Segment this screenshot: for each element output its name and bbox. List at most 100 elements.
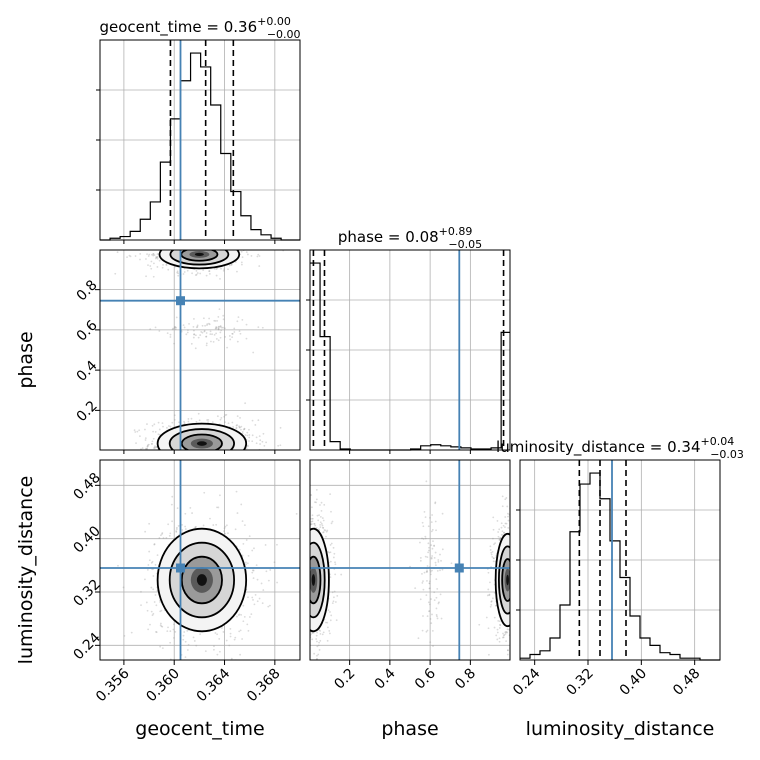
sample-point (489, 545, 492, 548)
sample-point (201, 324, 204, 327)
title-phase: phase = 0.08+0.89 −0.05 (338, 225, 482, 251)
sample-point (208, 270, 211, 273)
sample-point (315, 498, 318, 501)
sample-point (197, 336, 200, 339)
sample-point (245, 561, 247, 564)
sample-point (311, 631, 314, 634)
sample-point (139, 252, 142, 255)
sample-point (154, 594, 157, 596)
sample-point (279, 426, 282, 429)
sample-point (150, 586, 153, 589)
sample-point (240, 613, 243, 616)
sample-point (202, 524, 205, 527)
sample-point (156, 253, 159, 256)
sample-point (428, 587, 431, 590)
sample-point (239, 653, 241, 656)
sample-point (431, 528, 434, 531)
sample-point (206, 419, 208, 421)
sample-point (261, 602, 264, 605)
sample-point (328, 551, 331, 554)
sample-point (313, 652, 316, 655)
sample-point (190, 417, 193, 420)
sample-point (232, 426, 235, 428)
sample-point (144, 578, 146, 581)
sample-point (254, 593, 257, 596)
sample-point (205, 342, 208, 345)
sample-point (174, 328, 177, 331)
sample-point (228, 644, 231, 647)
sample-point (211, 421, 214, 424)
sample-point (217, 326, 220, 328)
sample-point (177, 274, 180, 277)
sample-point (427, 601, 430, 604)
sample-point (417, 637, 420, 640)
sample-point (158, 428, 161, 431)
sample-point (325, 535, 327, 538)
sample-point (248, 440, 250, 442)
sample-point (242, 604, 245, 607)
sample-point (310, 517, 313, 520)
sample-point (161, 533, 163, 535)
sample-point (147, 255, 150, 257)
sample-point (247, 596, 249, 599)
sample-point (236, 320, 239, 323)
panel-frame (309, 249, 511, 451)
sample-point (215, 326, 218, 329)
sample-point (186, 331, 189, 334)
sample-point (195, 326, 198, 329)
sample-point (326, 621, 329, 624)
sample-point (240, 250, 243, 253)
sample-point (333, 590, 336, 593)
sample-point (501, 530, 504, 533)
sample-point (151, 614, 154, 617)
sample-point (506, 631, 508, 634)
sample-point (144, 530, 147, 533)
panel-geocent_time|phase (114, 250, 285, 450)
sample-point (243, 427, 246, 430)
sample-point (172, 628, 175, 631)
sample-point (196, 324, 199, 327)
sample-point (492, 560, 495, 563)
sample-point (166, 426, 168, 429)
sample-point (487, 627, 490, 630)
sample-point (167, 425, 170, 427)
sample-point (159, 624, 162, 627)
sample-point (318, 649, 321, 651)
sample-point (146, 568, 149, 571)
sample-point (212, 524, 215, 526)
sample-point (162, 264, 164, 266)
sample-point (438, 601, 440, 604)
sample-point (213, 645, 215, 648)
sample-point (494, 542, 496, 545)
sample-point (161, 266, 164, 269)
sample-point (183, 422, 186, 425)
sample-point (129, 255, 132, 258)
sample-point (244, 434, 247, 436)
sample-point (247, 555, 250, 557)
sample-point (224, 532, 227, 535)
sample-point (256, 600, 259, 603)
sample-point (329, 551, 332, 554)
sample-point (205, 332, 208, 334)
sample-point (145, 448, 148, 450)
sample-point (485, 616, 488, 619)
sample-point (500, 522, 503, 525)
sample-point (487, 588, 490, 591)
sample-point (496, 631, 499, 634)
sample-point (117, 564, 119, 567)
sample-point (431, 514, 434, 516)
sample-point (204, 324, 206, 327)
sample-point (151, 560, 154, 563)
sample-point (333, 596, 335, 599)
sample-point (503, 531, 505, 534)
sample-point (490, 600, 493, 603)
sample-point (441, 568, 444, 571)
sample-point (194, 347, 197, 350)
sample-point (432, 645, 434, 647)
sample-point (441, 512, 444, 515)
sample-point (154, 446, 157, 449)
sample-point (414, 587, 417, 590)
sample-point (310, 494, 313, 496)
sample-point (219, 325, 222, 328)
density-contour (506, 574, 509, 586)
